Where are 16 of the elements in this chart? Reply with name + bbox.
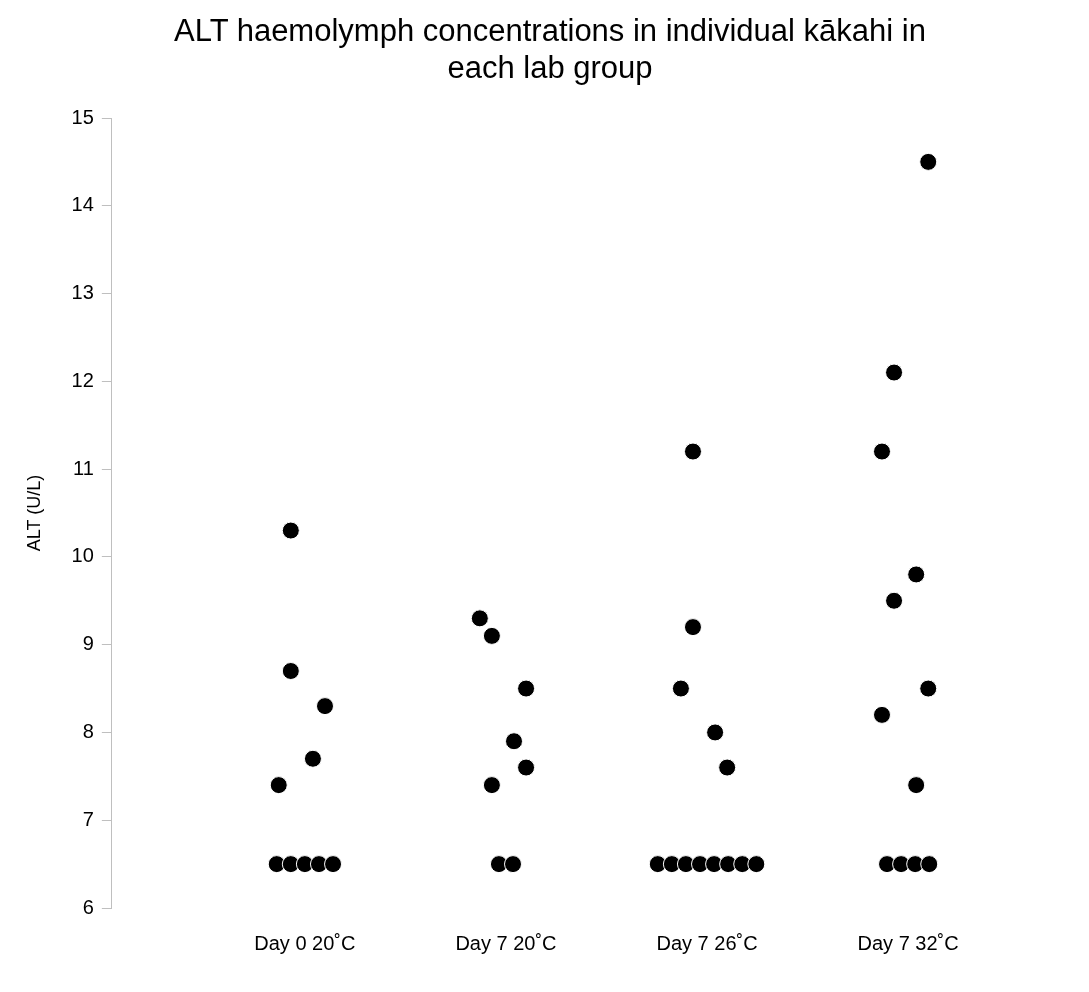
y-tick-label: 12 xyxy=(71,368,94,391)
y-tick-label: 9 xyxy=(82,632,94,655)
x-tick-label: Day 7 26˚C xyxy=(656,931,758,954)
y-tick-label: 14 xyxy=(71,193,94,216)
y-tick-label: 10 xyxy=(71,544,94,567)
y-tick-label: 7 xyxy=(82,807,94,830)
x-tick-label: Day 7 20˚C xyxy=(455,931,557,954)
y-tick-label: 13 xyxy=(71,281,94,304)
chart-title: ALT haemolymph concentrations in individual kākahi in each lab group xyxy=(173,12,927,86)
x-tick-label: Day 0 20˚C xyxy=(254,931,356,954)
y-axis-title: ALT (U/L) xyxy=(23,474,44,552)
x-tick-label: Day 7 32˚C xyxy=(857,931,959,954)
y-tick-label: 15 xyxy=(71,105,94,128)
y-tick-label: 8 xyxy=(82,719,94,742)
y-tick-label: 11 xyxy=(73,456,94,479)
y-tick-label: 6 xyxy=(82,895,94,918)
